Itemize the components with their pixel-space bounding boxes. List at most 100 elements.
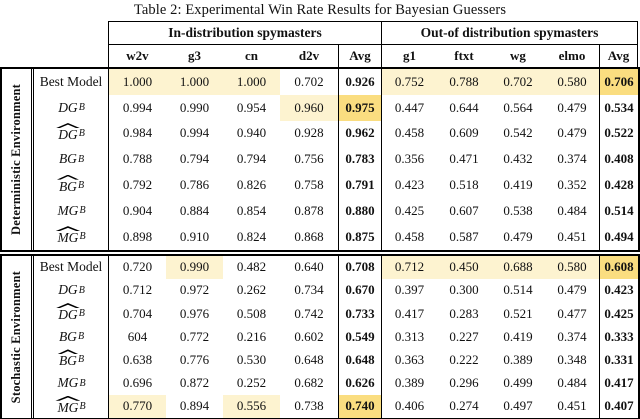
value-cell: 0.451 <box>557 228 587 244</box>
value-cell: 0.331 <box>599 348 638 372</box>
row-label: DG B <box>31 301 109 326</box>
value-cell: 0.602 <box>294 328 324 344</box>
row-label: MG B <box>31 197 109 224</box>
env-label-text: Deterministic Environment <box>9 83 23 235</box>
value-cell: 0.283 <box>449 305 479 321</box>
math-variable: BG <box>56 174 79 195</box>
value-cell: 0.216 <box>236 328 267 344</box>
value-cell: 0.791 <box>338 172 382 198</box>
section-deterministic: Deterministic Environment Best Model 1.000… <box>0 67 640 252</box>
value-cell: 0.898 <box>122 228 153 244</box>
value-cell: 0.928 <box>294 125 324 141</box>
value-cell: 0.975 <box>338 94 382 121</box>
value-cell: 0.648 <box>294 351 324 367</box>
value-cell: 0.458 <box>394 125 425 141</box>
math-subscript: B <box>77 153 85 165</box>
value-cell: 0.742 <box>294 305 324 321</box>
value-cell: 0.984 <box>122 125 153 141</box>
value-cell: 0.770 <box>109 394 166 418</box>
value-cell: 0.976 <box>179 305 210 321</box>
value-cell: 0.926 <box>338 69 382 95</box>
value-cell: 0.374 <box>557 328 587 344</box>
math-variable: DG <box>58 99 78 115</box>
value-cell: 0.450 <box>437 255 491 279</box>
value-cell: 0.494 <box>599 223 638 250</box>
row-label: MG B <box>31 223 109 250</box>
value-cell: 0.514 <box>503 282 533 298</box>
value-cell: 0.262 <box>236 282 267 298</box>
value-cell: 0.994 <box>179 125 210 141</box>
value-cell: 0.880 <box>338 197 382 224</box>
value-cell: 0.497 <box>503 398 533 414</box>
row-label: MG B <box>31 394 109 418</box>
row-label: MG B <box>31 371 109 395</box>
value-cell: 0.556 <box>223 394 280 418</box>
value-cell: 0.482 <box>236 259 267 275</box>
value-cell: 0.363 <box>394 351 425 367</box>
value-cell: 0.479 <box>557 125 587 141</box>
value-cell: 0.940 <box>236 125 267 141</box>
section-stochastic: Stochastic Environment Best Model 0.720 0.9… <box>0 253 640 419</box>
value-cell: 0.432 <box>503 151 533 167</box>
value-cell: 0.702 <box>491 69 545 95</box>
value-cell: 0.252 <box>236 375 267 391</box>
value-cell: 0.423 <box>394 177 425 193</box>
value-cell: 0.417 <box>599 371 638 395</box>
column-header-elmo: elmo <box>558 47 586 63</box>
math-subscript: B <box>79 231 86 243</box>
value-cell: 0.458 <box>394 228 425 244</box>
value-cell: 0.854 <box>236 202 267 218</box>
math-subscript: B <box>79 205 86 217</box>
value-cell: 0.406 <box>394 398 425 414</box>
row-label: Best Model <box>31 69 109 95</box>
math-variable: BG <box>56 349 79 369</box>
value-cell: 0.696 <box>122 375 153 391</box>
value-cell: 0.499 <box>503 375 533 391</box>
widehat-mark <box>55 395 81 401</box>
table-header: In-distribution spymasters Out-of distri… <box>108 21 638 67</box>
math-variable: DG <box>58 282 78 298</box>
widehat-mark <box>56 349 79 355</box>
value-cell: 0.706 <box>599 69 638 95</box>
env-label-stochastic: Stochastic Environment <box>2 256 31 418</box>
value-cell: 0.990 <box>179 99 210 115</box>
value-cell: 0.477 <box>557 305 587 321</box>
value-cell: 0.783 <box>338 146 382 173</box>
value-cell: 0.994 <box>122 99 153 115</box>
value-cell: 0.702 <box>294 73 324 89</box>
value-cell: 0.904 <box>122 202 153 218</box>
math-subscript: B <box>78 308 85 320</box>
value-cell: 0.758 <box>294 177 324 193</box>
row-label: DG B <box>31 278 109 302</box>
value-cell: 0.607 <box>449 202 479 218</box>
value-cell: 0.447 <box>394 99 425 115</box>
value-cell: 0.826 <box>236 177 267 193</box>
value-cell: 0.389 <box>394 375 425 391</box>
value-cell: 0.972 <box>179 282 210 298</box>
value-cell: 0.734 <box>294 282 324 298</box>
value-cell: 0.522 <box>599 120 638 147</box>
value-cell: 0.333 <box>599 325 638 349</box>
value-cell: 0.792 <box>122 177 153 193</box>
widehat-mark <box>56 303 80 309</box>
math-variable: DG <box>56 122 80 143</box>
value-cell: 0.704 <box>122 305 153 321</box>
value-cell: 0.712 <box>122 282 153 298</box>
column-header-ftxt: ftxt <box>454 47 474 63</box>
value-cell: 0.776 <box>179 351 210 367</box>
value-cell: 604 <box>127 328 148 344</box>
row-label: BG B <box>31 146 109 173</box>
value-cell: 0.508 <box>236 305 267 321</box>
value-cell: 0.587 <box>449 228 479 244</box>
value-cell: 0.530 <box>236 351 267 367</box>
value-cell: 0.534 <box>599 94 638 121</box>
value-cell: 0.648 <box>338 348 382 372</box>
value-cell: 1.000 <box>166 69 223 95</box>
math-subscript: B <box>77 179 85 191</box>
value-cell: 0.878 <box>294 202 324 218</box>
value-cell: 0.479 <box>503 228 533 244</box>
column-header-avg-out: Avg <box>599 44 637 67</box>
group-header-out-of-distribution: Out-of distribution spymasters <box>382 22 637 45</box>
value-cell: 0.740 <box>338 394 382 418</box>
math-subscript: B <box>78 127 85 139</box>
